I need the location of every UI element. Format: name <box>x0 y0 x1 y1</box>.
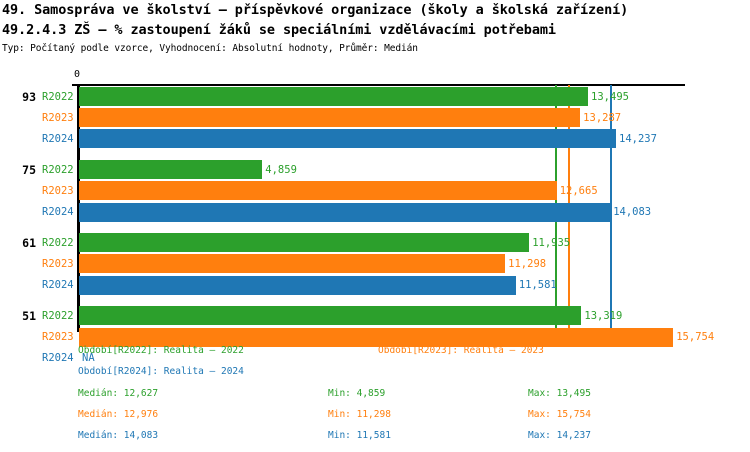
median-gridline-r2024 <box>610 85 612 332</box>
stat-median: Medián: 12,627 <box>78 388 159 399</box>
bar-value-label: 14,237 <box>619 132 657 145</box>
series-label-r2023: R2023 <box>42 111 74 124</box>
bar-value-label: 11,581 <box>518 279 557 292</box>
bar-value-na: NA <box>82 352 95 365</box>
stat-median: Medián: 12,976 <box>78 409 159 420</box>
bar-value-label: 14,083 <box>613 206 652 218</box>
bar-value-label: 11,298 <box>508 257 547 270</box>
bar-value-label: 15,754 <box>676 331 715 343</box>
stat-min: Min: 11,581 <box>328 430 391 441</box>
page-subtitle: 49.2.4.3 ZŠ – % zastoupení žáků se speci… <box>2 22 556 38</box>
stat-min: Min: 4,859 <box>328 388 386 399</box>
bar-value-label: 13,495 <box>591 90 629 103</box>
category-index-label: 75 <box>22 163 36 178</box>
series-label-r2023: R2023 <box>42 257 74 270</box>
bar-value-label: 13,287 <box>583 111 622 124</box>
series-label-r2024: R2024 <box>42 206 74 218</box>
bar-r2022-75 <box>79 160 263 180</box>
bar-value-label: 4,859 <box>265 163 297 176</box>
bar-chart-plot-area: 0 93 75 61 51 R2022 13,495 R2022 4,859 R2022 11,9… <box>0 60 750 364</box>
series-label-r2024: R2024 <box>42 279 74 292</box>
stat-max: Max: 13,495 <box>528 388 591 399</box>
legend-entry: Období[R2022]: Realita – 2022 <box>78 345 244 356</box>
page-title: 49. Samospráva ve školství – příspěvkové… <box>2 2 629 18</box>
bar-r2023-75 <box>79 181 557 201</box>
stat-max: Max: 14,237 <box>528 430 591 441</box>
category-index-label: 93 <box>22 90 36 104</box>
series-label-r2022: R2022 <box>42 163 74 176</box>
plot-top-rule <box>77 84 685 86</box>
stat-max: Max: 15,754 <box>528 409 591 420</box>
category-index-label: 51 <box>22 309 36 324</box>
bar-r2022-93 <box>79 87 589 106</box>
series-label-r2024: R2024 <box>42 132 74 145</box>
bar-r2022-61 <box>79 233 530 253</box>
axis-origin-label: 0 <box>74 69 81 80</box>
stat-median: Medián: 14,083 <box>78 430 159 441</box>
series-label-r2022: R2022 <box>42 236 74 249</box>
category-index-label: 61 <box>22 236 36 251</box>
bar-r2023-61 <box>79 254 506 274</box>
series-label-r2024: R2024 <box>42 352 74 365</box>
series-label-r2023: R2023 <box>42 331 74 343</box>
bar-r2022-51 <box>79 306 582 326</box>
bar-r2024-93 <box>79 129 617 149</box>
series-label-r2023: R2023 <box>42 184 74 197</box>
bar-r2023-51 <box>79 327 674 347</box>
stat-min: Min: 11,298 <box>328 409 391 420</box>
chart-meta-line: Typ: Počítaný podle vzorce, Vyhodnocení:… <box>2 43 418 54</box>
y-axis-line <box>77 85 80 332</box>
bar-r2024-61 <box>79 275 516 295</box>
legend-entry: Období[R2024]: Realita – 2024 <box>78 366 244 377</box>
bar-value-label: 11,935 <box>532 236 571 249</box>
chart-legend-and-stats: Období[R2022]: Realita – 2022 Období[R202… <box>0 340 750 452</box>
bar-r2024-75 <box>79 202 611 222</box>
series-label-r2022: R2022 <box>42 90 74 103</box>
bar-value-label: 13,319 <box>584 309 623 322</box>
legend-entry: Období[R2023]: Realita – 2023 <box>378 345 544 356</box>
series-label-r2022: R2022 <box>42 309 74 322</box>
bar-value-label: 12,665 <box>559 184 598 197</box>
bar-r2023-93 <box>79 108 581 128</box>
